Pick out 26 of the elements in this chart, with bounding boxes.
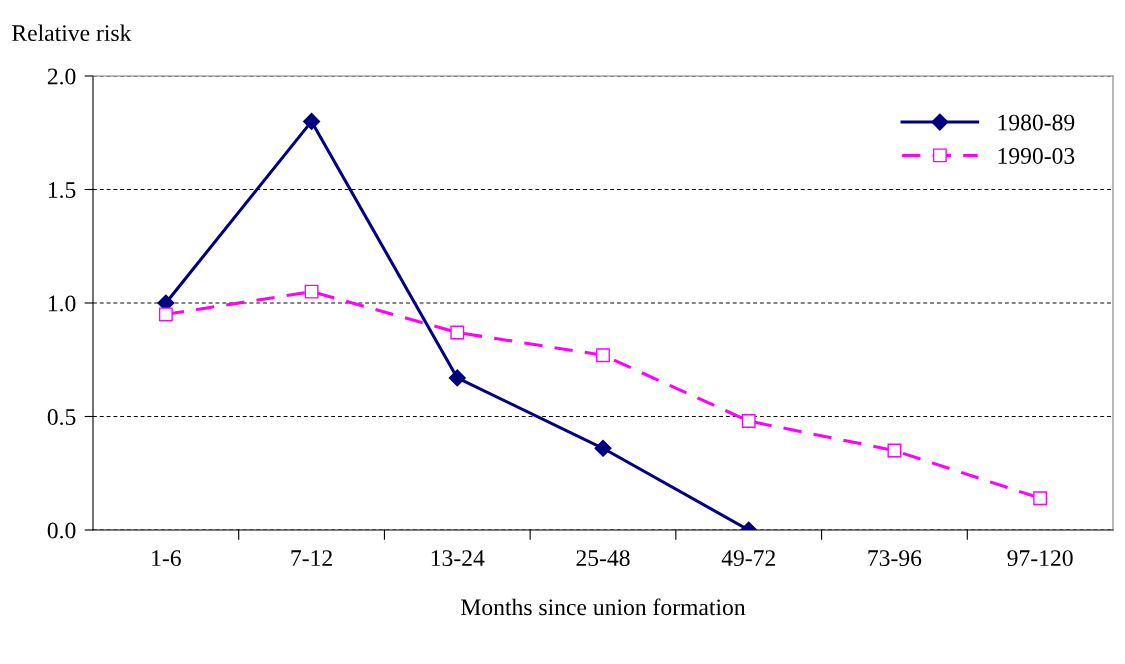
point (158, 307, 173, 322)
y-tick-label: 1.5 (48, 182, 76, 199)
point (448, 369, 466, 387)
y-tick-label: 0.0 (47, 522, 76, 539)
x-axis-title: Months since union formation (461, 598, 746, 616)
y-tick-label: 0.5 (47, 408, 76, 426)
x-tick-label: 1-6 (152, 550, 181, 567)
x-tick-label: 25-48 (576, 550, 630, 567)
y-axis-title: Relative risk (12, 24, 132, 42)
legend-label: 1980-89 (998, 114, 1075, 131)
x-tick-label: 73-96 (868, 550, 922, 567)
point (596, 348, 610, 363)
legend-label: 1990-03 (998, 147, 1075, 164)
y-tick-label: 1.0 (48, 295, 76, 312)
point (741, 414, 756, 428)
x-tick-label: 13-24 (431, 550, 485, 567)
point (1033, 491, 1048, 506)
x-tick-label: 49-72 (721, 550, 775, 567)
y-tick-label: 2.0 (47, 68, 76, 85)
point (594, 439, 612, 457)
point (450, 325, 465, 340)
point (304, 284, 319, 299)
x-tick-label: 97-120 (1007, 550, 1073, 567)
x-tick-label: 7-12 (291, 550, 332, 566)
point (303, 112, 321, 130)
point (887, 443, 902, 458)
